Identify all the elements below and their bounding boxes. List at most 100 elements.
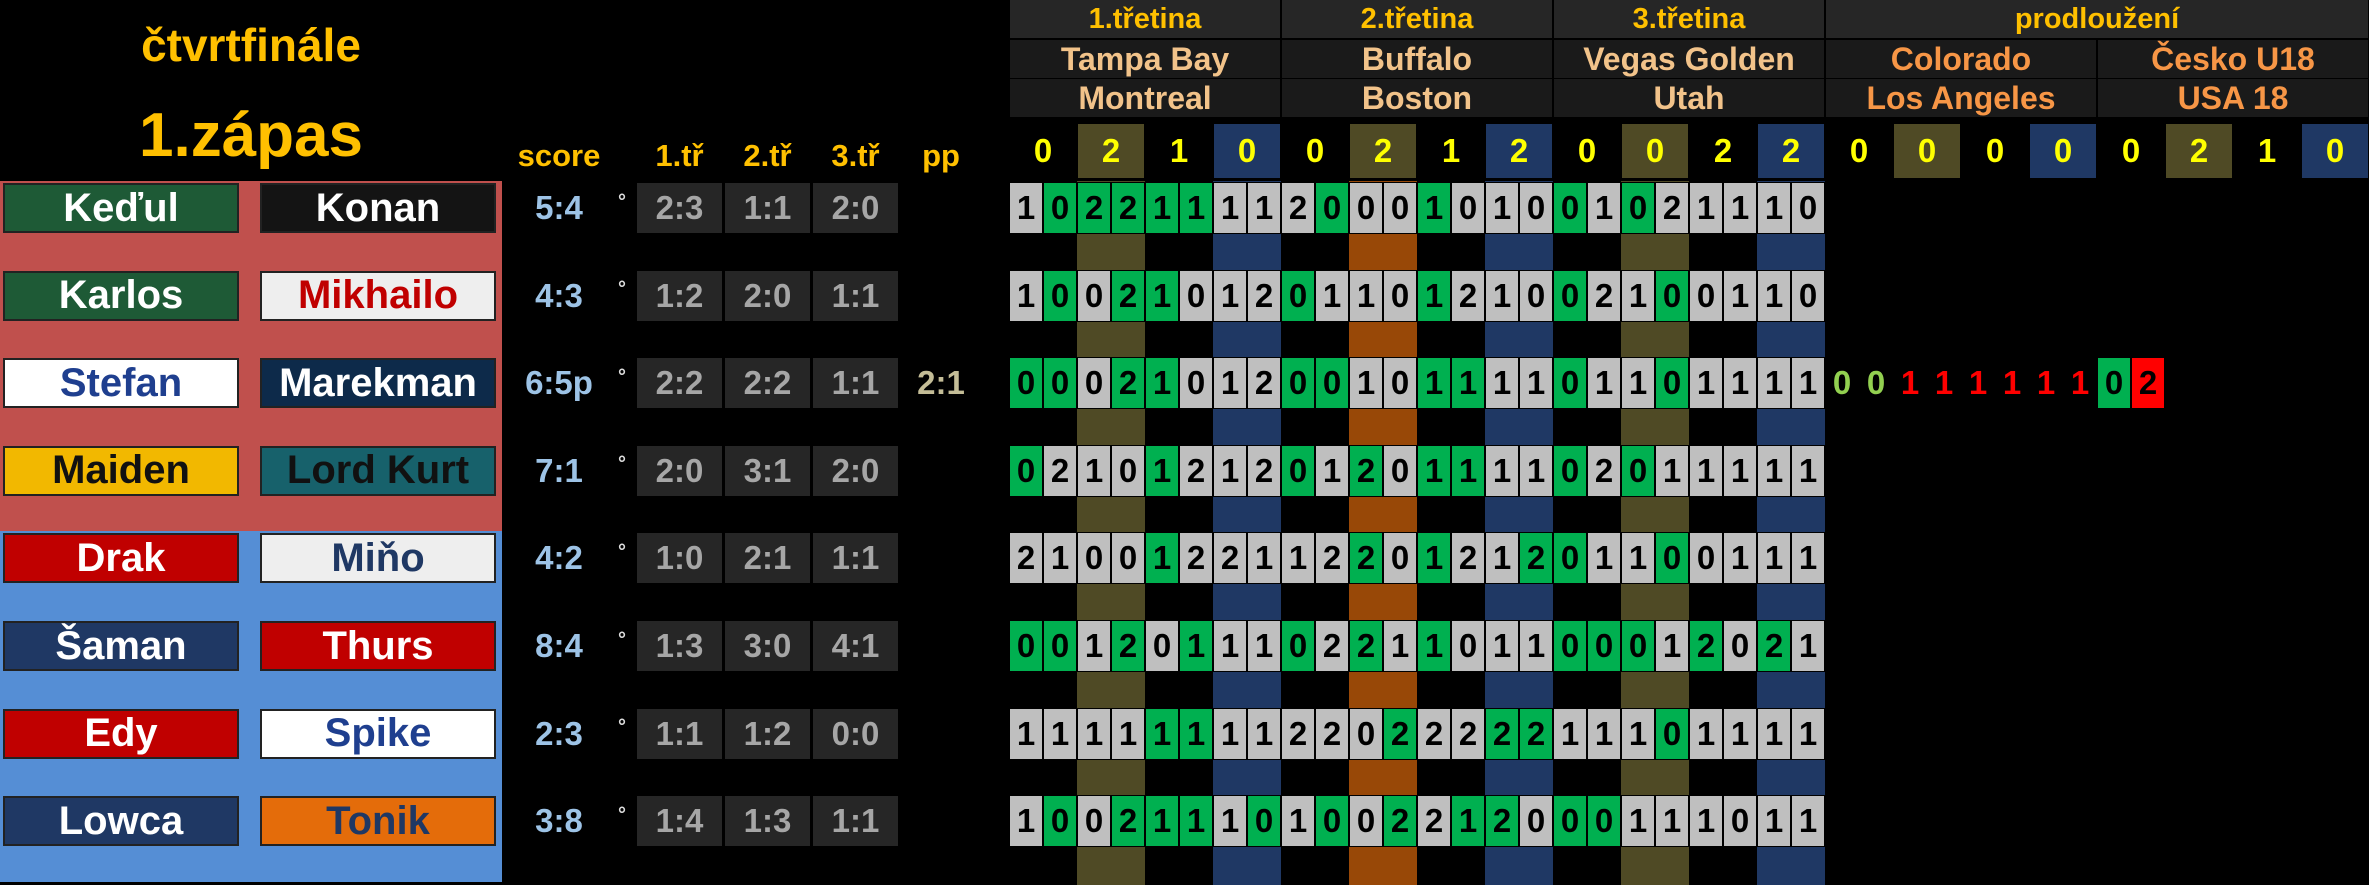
tip: 2 bbox=[1111, 269, 1145, 322]
tip: 1 bbox=[1485, 182, 1519, 234]
tip: 0 bbox=[1621, 444, 1655, 497]
result: 0 bbox=[1282, 124, 1348, 178]
tip: 0 bbox=[1383, 444, 1417, 497]
tip: 0 bbox=[1587, 620, 1621, 672]
tip: 2 bbox=[1587, 444, 1621, 497]
away-player: Marekman bbox=[260, 358, 496, 409]
game-home: Tampa Bay bbox=[1010, 40, 1280, 78]
tip: 1 bbox=[1757, 707, 1791, 760]
score: 6:5p bbox=[525, 364, 593, 402]
tip: 0 bbox=[1553, 795, 1587, 848]
away-player: Spike bbox=[260, 708, 496, 759]
away-player: Tonik bbox=[260, 796, 496, 847]
period-score: 2:0 bbox=[725, 270, 810, 321]
tip: 1 bbox=[1621, 795, 1655, 848]
tip: 1 bbox=[1757, 182, 1791, 234]
tip: 0 bbox=[1179, 269, 1213, 322]
game-away: USA 18 bbox=[2098, 79, 2368, 117]
tip: 0 bbox=[1315, 357, 1349, 410]
tip: 2 bbox=[1043, 444, 1077, 497]
home-player: Stefan bbox=[3, 358, 239, 409]
tip: 1 bbox=[1757, 269, 1791, 322]
result: 2 bbox=[1758, 124, 1824, 178]
result: 2 bbox=[1078, 124, 1144, 178]
tip: 0 bbox=[1009, 444, 1043, 497]
tip: 1 bbox=[1519, 444, 1553, 497]
pp-score: 2:1 bbox=[917, 364, 965, 402]
tip: 1 bbox=[1179, 795, 1213, 848]
result: 0 bbox=[2030, 124, 2096, 178]
tip: 2 bbox=[1349, 444, 1383, 497]
tip: 1 bbox=[1791, 620, 1825, 672]
tip: 0 bbox=[1587, 795, 1621, 848]
result: 0 bbox=[1962, 124, 2028, 178]
tip: 1 bbox=[1757, 532, 1791, 585]
tip: 0 bbox=[1349, 182, 1383, 234]
tip: 2 bbox=[1519, 707, 1553, 760]
tip: 0 bbox=[1009, 357, 1043, 410]
tip: 0 bbox=[1519, 795, 1553, 848]
tip: 1 bbox=[1145, 444, 1179, 497]
tip: 1 bbox=[1383, 620, 1417, 672]
tip: 0 bbox=[1451, 182, 1485, 234]
tip: 0 bbox=[1655, 532, 1689, 585]
away-player: Konan bbox=[260, 183, 496, 233]
home-player: Lowca bbox=[3, 796, 239, 847]
tip: 0 bbox=[1723, 620, 1757, 672]
tip: 1 bbox=[1519, 620, 1553, 672]
tip: 1 bbox=[1757, 357, 1791, 410]
score: 5:4 bbox=[535, 189, 583, 226]
overtime-tip: 0 bbox=[1832, 364, 1852, 402]
result: 1 bbox=[1146, 124, 1212, 178]
tip: 2 bbox=[1383, 707, 1417, 760]
tip: 1 bbox=[1213, 444, 1247, 497]
tip: 0 bbox=[1247, 795, 1281, 848]
tip: 0 bbox=[1791, 269, 1825, 322]
tip: 2 bbox=[1179, 444, 1213, 497]
tip: 0 bbox=[1043, 182, 1077, 234]
tip: 1 bbox=[1213, 182, 1247, 234]
tip: 1 bbox=[1587, 532, 1621, 585]
tip: 1 bbox=[1757, 444, 1791, 497]
tip: 0 bbox=[1009, 620, 1043, 672]
tip: 1 bbox=[1417, 357, 1451, 410]
tip: 2 bbox=[1315, 707, 1349, 760]
tip: 1 bbox=[1145, 182, 1179, 234]
period-score: 1:2 bbox=[725, 708, 810, 759]
tip: 1 bbox=[1417, 269, 1451, 322]
overtime-tip: 1 bbox=[1934, 364, 1954, 402]
result: 2 bbox=[1690, 124, 1756, 178]
mark: ° bbox=[618, 716, 626, 739]
tip: 0 bbox=[1655, 357, 1689, 410]
tip: 1 bbox=[1247, 620, 1281, 672]
period-score: 1:1 bbox=[725, 183, 810, 233]
result: 2 bbox=[1350, 124, 1416, 178]
result: 2 bbox=[1486, 124, 1552, 178]
period-header: 3.třetina bbox=[1554, 0, 1824, 38]
away-player: Thurs bbox=[260, 621, 496, 671]
result: 0 bbox=[1010, 124, 1076, 178]
tip: 2 bbox=[1451, 269, 1485, 322]
overtime-tip: 2 bbox=[2131, 357, 2165, 410]
result: 0 bbox=[1214, 124, 1280, 178]
tip: 1 bbox=[1043, 707, 1077, 760]
tip: 1 bbox=[1655, 795, 1689, 848]
tip: 0 bbox=[1315, 795, 1349, 848]
away-player: Miňo bbox=[260, 533, 496, 584]
tip: 2 bbox=[1111, 357, 1145, 410]
mark: ° bbox=[618, 365, 626, 388]
tip: 1 bbox=[1179, 707, 1213, 760]
tip: 1 bbox=[1485, 357, 1519, 410]
overtime-tip: 1 bbox=[2002, 364, 2022, 402]
tip: 1 bbox=[1485, 444, 1519, 497]
column-header: score bbox=[517, 138, 601, 173]
tip: 0 bbox=[1519, 182, 1553, 234]
score: 3:8 bbox=[535, 802, 583, 840]
tip: 0 bbox=[1179, 357, 1213, 410]
tip: 1 bbox=[1689, 795, 1723, 848]
tip: 2 bbox=[1485, 707, 1519, 760]
tip: 0 bbox=[1621, 620, 1655, 672]
tip: 1 bbox=[1145, 795, 1179, 848]
tip: 1 bbox=[1621, 707, 1655, 760]
